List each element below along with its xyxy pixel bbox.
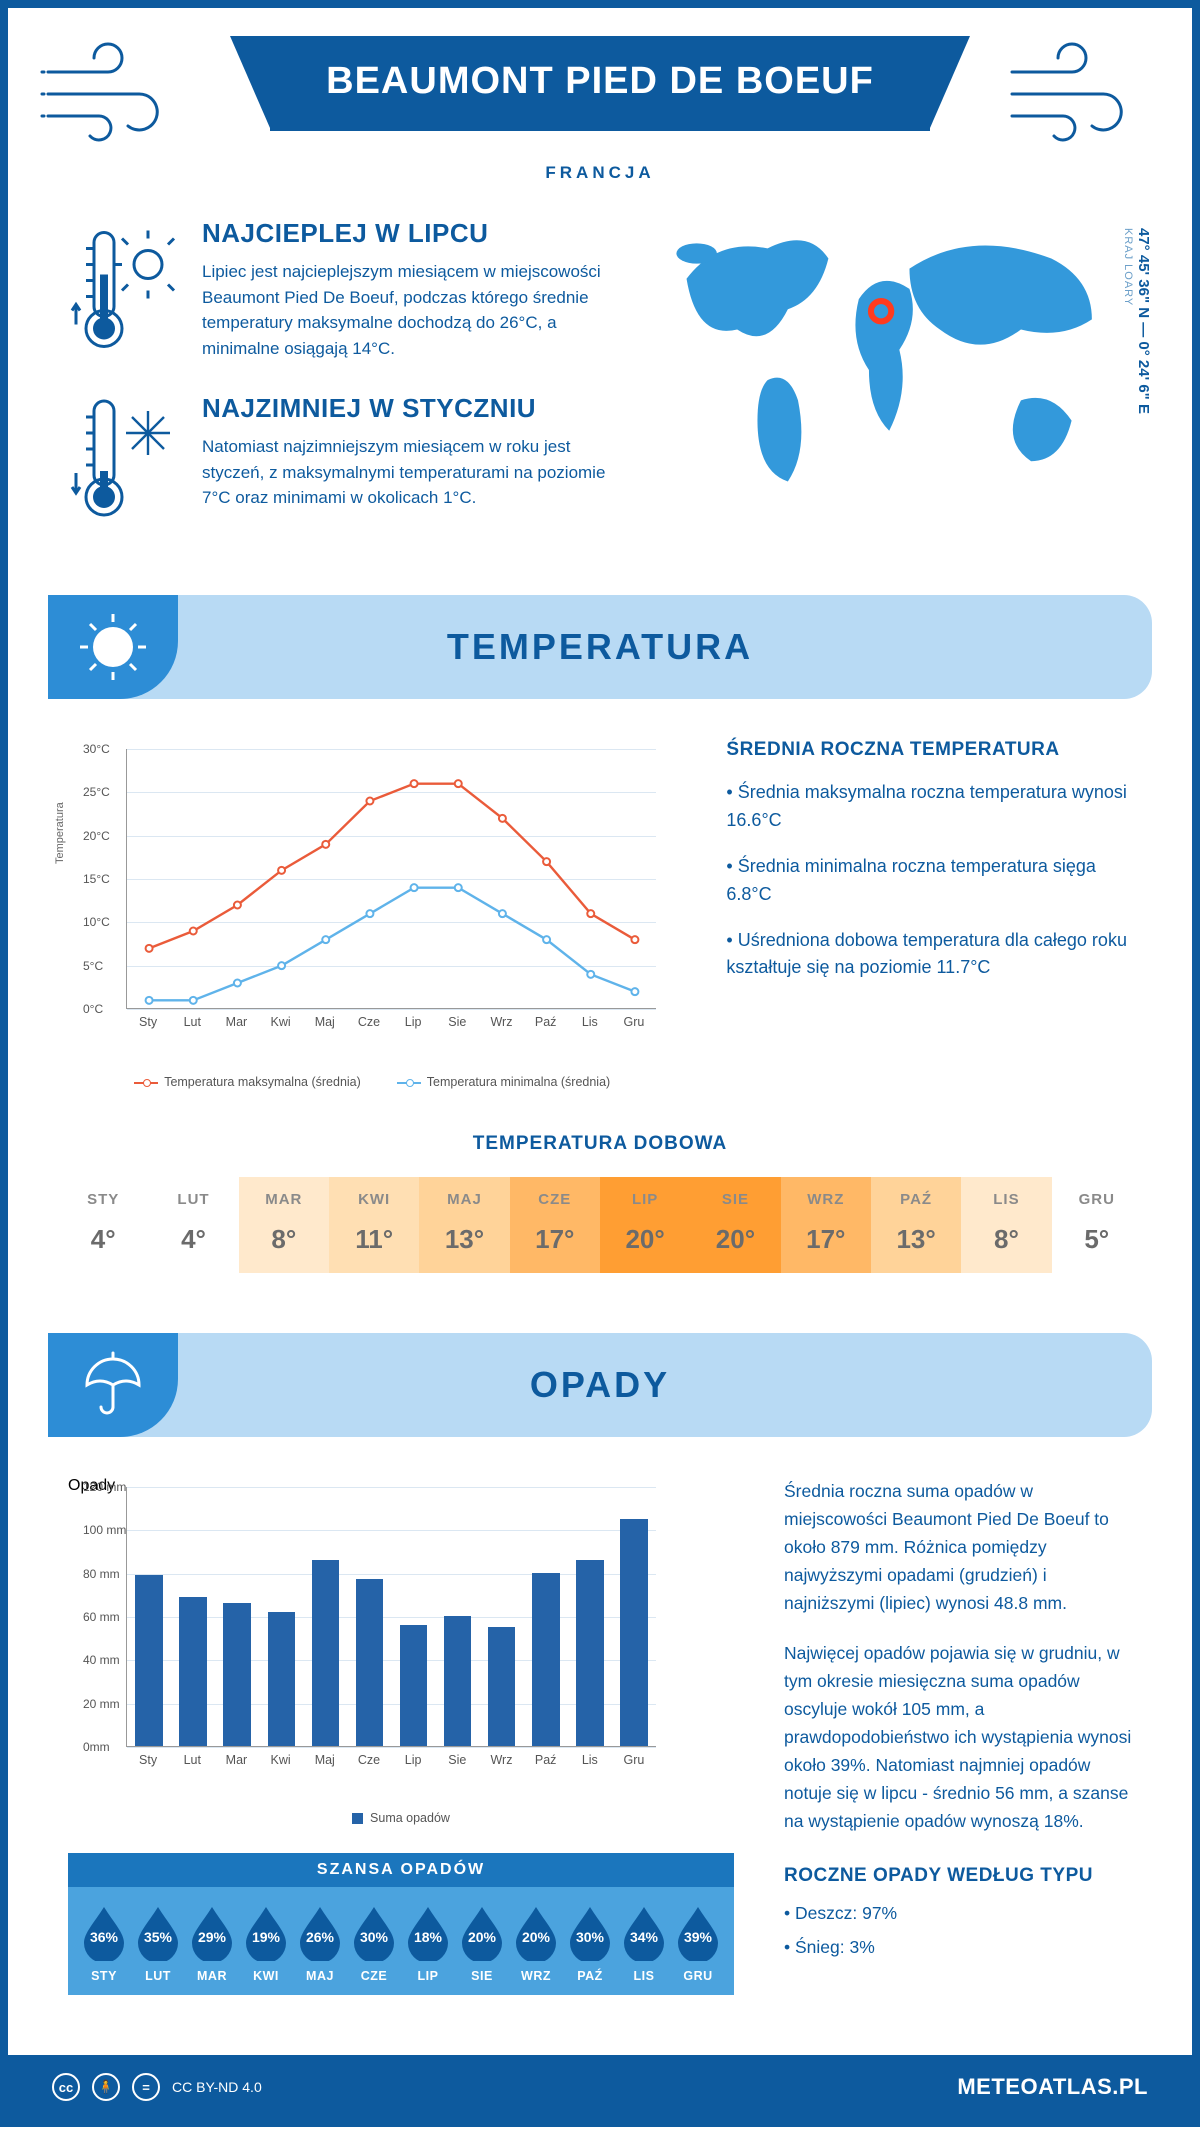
chance-drop: 18%LIP (404, 1903, 452, 1983)
license-text: CC BY-ND 4.0 (172, 2079, 262, 2095)
temperature-banner: TEMPERATURA (48, 595, 1152, 699)
daily-temp-cell: CZE17° (510, 1177, 600, 1273)
site-name: METEOATLAS.PL (957, 2074, 1148, 2100)
precip-legend: Suma opadów (68, 1811, 734, 1825)
temp-ylabel: Temperatura (54, 802, 66, 864)
chance-drop: 19%KWI (242, 1903, 290, 1983)
sun-icon (78, 612, 148, 682)
legend-max: Temperatura maksymalna (średnia) (164, 1075, 361, 1089)
by-icon: 🧍 (92, 2073, 120, 2101)
temp-bullet: • Średnia maksymalna roczna temperatura … (726, 779, 1132, 835)
nd-icon: = (132, 2073, 160, 2101)
umbrella-icon (77, 1349, 149, 1421)
country-subtitle: FRANCJA (8, 163, 1192, 183)
license-block: cc 🧍 = CC BY-ND 4.0 (52, 2073, 262, 2101)
chance-drop: 39%GRU (674, 1903, 722, 1983)
temp-bullet: • Uśredniona dobowa temperatura dla całe… (726, 927, 1132, 983)
precip-bar (400, 1625, 428, 1746)
precip-bar (532, 1573, 560, 1746)
location-title: BEAUMONT PIED DE BOEUF (290, 60, 910, 103)
chance-drop: 30%CZE (350, 1903, 398, 1983)
coldest-text: Natomiast najzimniejszym miesiącem w rok… (202, 434, 606, 511)
coldest-title: NAJZIMNIEJ W STYCZNIU (202, 393, 606, 424)
precip-bar (268, 1612, 296, 1746)
temperature-line-chart: Temperatura 0°C5°C10°C15°C20°C25°C30°C S… (68, 739, 668, 1069)
daily-temp-cell: MAR8° (239, 1177, 329, 1273)
precip-para: Średnia roczna suma opadów w miejscowośc… (784, 1477, 1132, 1617)
daily-temp-cell: PAŹ13° (871, 1177, 961, 1273)
title-banner: BEAUMONT PIED DE BOEUF (270, 36, 930, 131)
precip-bar (620, 1519, 648, 1747)
daily-temp-cell: WRZ17° (781, 1177, 871, 1273)
daily-temp-cell: GRU5° (1052, 1177, 1142, 1273)
daily-temp-cell: STY4° (58, 1177, 148, 1273)
legend-min: Temperatura minimalna (średnia) (427, 1075, 610, 1089)
thermometer-hot-icon (68, 218, 178, 361)
chance-drop: 20%SIE (458, 1903, 506, 1983)
precip-bar (312, 1560, 340, 1746)
hottest-text: Lipiec jest najcieplejszym miesiącem w m… (202, 259, 606, 361)
precip-bar (356, 1579, 384, 1746)
chance-title: SZANSA OPADÓW (68, 1853, 734, 1887)
coords-label: 47° 45' 36" N — 0° 24' 6" E (1135, 228, 1152, 414)
temp-legend: Temperatura maksymalna (średnia) Tempera… (68, 1075, 676, 1089)
wind-icon (1002, 42, 1162, 142)
precip-type: • Śnieg: 3% (784, 1933, 1132, 1961)
precip-bar (576, 1560, 604, 1746)
thermometer-cold-icon (68, 393, 178, 523)
daily-temp-cell: MAJ13° (419, 1177, 509, 1273)
region-label: KRAJ LOARY (1122, 228, 1134, 306)
map-block: KRAJ LOARY 47° 45' 36" N — 0° 24' 6" E (646, 218, 1132, 555)
chance-panel: SZANSA OPADÓW 36%STY35%LUT29%MAR19%KWI26… (68, 1853, 734, 1995)
coldest-block: NAJZIMNIEJ W STYCZNIU Natomiast najzimni… (68, 393, 606, 523)
precip-type-title: ROCZNE OPADY WEDŁUG TYPU (784, 1865, 1132, 1887)
header: BEAUMONT PIED DE BOEUF FRANCJA (8, 8, 1192, 208)
world-map-icon (646, 218, 1132, 502)
temperature-info: ŚREDNIA ROCZNA TEMPERATURA • Średnia mak… (726, 739, 1132, 1089)
chance-drop: 26%MAJ (296, 1903, 344, 1983)
daily-temp-cell: LIP20° (600, 1177, 690, 1273)
precip-para: Najwięcej opadów pojawia się w grudniu, … (784, 1639, 1132, 1835)
hottest-title: NAJCIEPLEJ W LIPCU (202, 218, 606, 249)
precip-bar (179, 1597, 207, 1747)
precip-bar-chart: Opady 0mm20 mm40 mm60 mm80 mm100 mm120 m… (68, 1477, 668, 1807)
precip-bar (488, 1627, 516, 1746)
chance-drop: 36%STY (80, 1903, 128, 1983)
infographic-page: BEAUMONT PIED DE BOEUF FRANCJA (0, 0, 1200, 2127)
daily-temp-cell: SIE20° (690, 1177, 780, 1273)
daily-temp-cell: KWI11° (329, 1177, 419, 1273)
temp-info-title: ŚREDNIA ROCZNA TEMPERATURA (726, 739, 1132, 761)
precip-bar (135, 1575, 163, 1746)
precip-bar (444, 1616, 472, 1746)
precip-info: Średnia roczna suma opadów w miejscowośc… (784, 1477, 1132, 1995)
temperature-heading: TEMPERATURA (447, 626, 753, 668)
hottest-block: NAJCIEPLEJ W LIPCU Lipiec jest najcieple… (68, 218, 606, 361)
wind-icon (38, 42, 198, 142)
footer: cc 🧍 = CC BY-ND 4.0 METEOATLAS.PL (8, 2055, 1192, 2119)
precip-type: • Deszcz: 97% (784, 1899, 1132, 1927)
daily-temp-table: STY4°LUT4°MAR8°KWI11°MAJ13°CZE17°LIP20°S… (58, 1177, 1142, 1273)
daily-temp-cell: LUT4° (148, 1177, 238, 1273)
precip-heading: OPADY (530, 1364, 670, 1406)
chance-drop: 34%LIS (620, 1903, 668, 1983)
chance-drop: 29%MAR (188, 1903, 236, 1983)
chance-drop: 30%PAŹ (566, 1903, 614, 1983)
cc-icon: cc (52, 2073, 80, 2101)
daily-temp-cell: LIS8° (961, 1177, 1051, 1273)
chance-drop: 20%WRZ (512, 1903, 560, 1983)
temp-bullet: • Średnia minimalna roczna temperatura s… (726, 853, 1132, 909)
intro-section: NAJCIEPLEJ W LIPCU Lipiec jest najcieple… (8, 208, 1192, 595)
precip-bar (223, 1603, 251, 1746)
daily-temp-title: TEMPERATURA DOBOWA (8, 1133, 1192, 1155)
chance-drop: 35%LUT (134, 1903, 182, 1983)
precip-banner: OPADY (48, 1333, 1152, 1437)
